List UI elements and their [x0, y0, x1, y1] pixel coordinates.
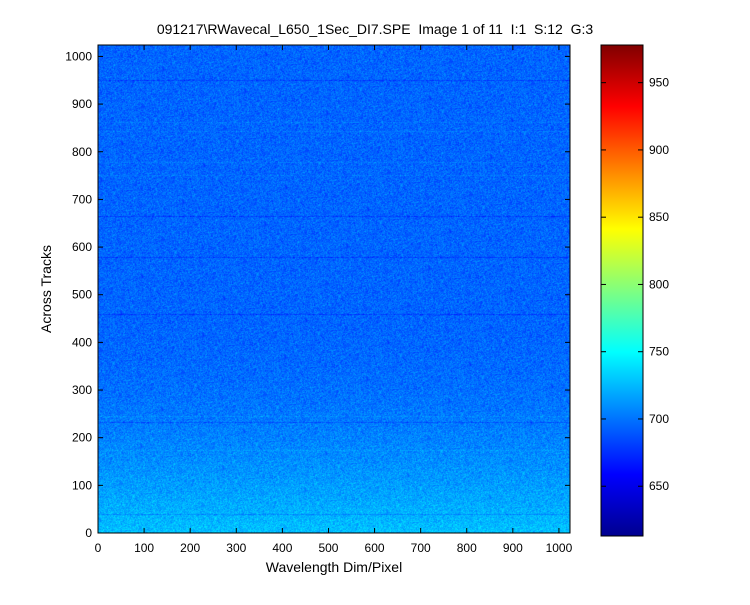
y-tick-label: 200: [72, 431, 92, 445]
y-tick-label: 400: [72, 335, 92, 349]
colorbar-tick-label: 900: [649, 143, 669, 157]
x-tick-label: 200: [180, 541, 200, 555]
y-tick-label: 900: [72, 97, 92, 111]
x-tick-label: 500: [318, 541, 338, 555]
x-tick-label: 900: [503, 541, 523, 555]
colorbar-tick-label: 750: [649, 345, 669, 359]
x-axis-ticks: 0 100 200 300 400 500 600 700 800 900 1000: [95, 45, 573, 555]
colorbar-tick-label: 950: [649, 76, 669, 90]
colorbar: [600, 44, 644, 537]
y-tick-label: 600: [72, 240, 92, 254]
heatmap-raster: [98, 45, 570, 533]
y-tick-label: 300: [72, 383, 92, 397]
x-tick-label: 0: [95, 541, 102, 555]
colorbar-tick-label: 700: [649, 412, 669, 426]
y-tick-label: 700: [72, 192, 92, 206]
x-tick-label: 100: [134, 541, 154, 555]
x-tick-label: 600: [365, 541, 385, 555]
y-tick-label: 800: [72, 145, 92, 159]
y-tick-label: 0: [85, 526, 92, 540]
x-tick-label: 400: [272, 541, 292, 555]
y-tick-label: 500: [72, 288, 92, 302]
colorbar-tick-label: 650: [649, 479, 669, 493]
x-axis-label: Wavelength Dim/Pixel: [266, 559, 402, 575]
heatmap-image: [98, 45, 570, 533]
y-axis-label: Across Tracks: [38, 245, 54, 333]
x-tick-label: 700: [411, 541, 431, 555]
colorbar-tick-label: 850: [649, 210, 669, 224]
x-tick-label: 1000: [546, 541, 573, 555]
chart-title: 091217\RWavecal_L650_1Sec_DI7.SPE Image …: [157, 21, 594, 37]
x-tick-label: 800: [457, 541, 477, 555]
x-tick-label: 300: [226, 541, 246, 555]
y-tick-label: 100: [72, 478, 92, 492]
plot-frame: [97, 44, 571, 534]
y-tick-label: 1000: [65, 49, 92, 63]
colorbar-tick-label: 800: [649, 277, 669, 291]
y-axis-ticks: 0 100 200 300 400 500 600 700 800 900 1000: [65, 49, 570, 540]
colorbar-ticks: 650 700 750 800 850 900 950: [601, 76, 669, 493]
